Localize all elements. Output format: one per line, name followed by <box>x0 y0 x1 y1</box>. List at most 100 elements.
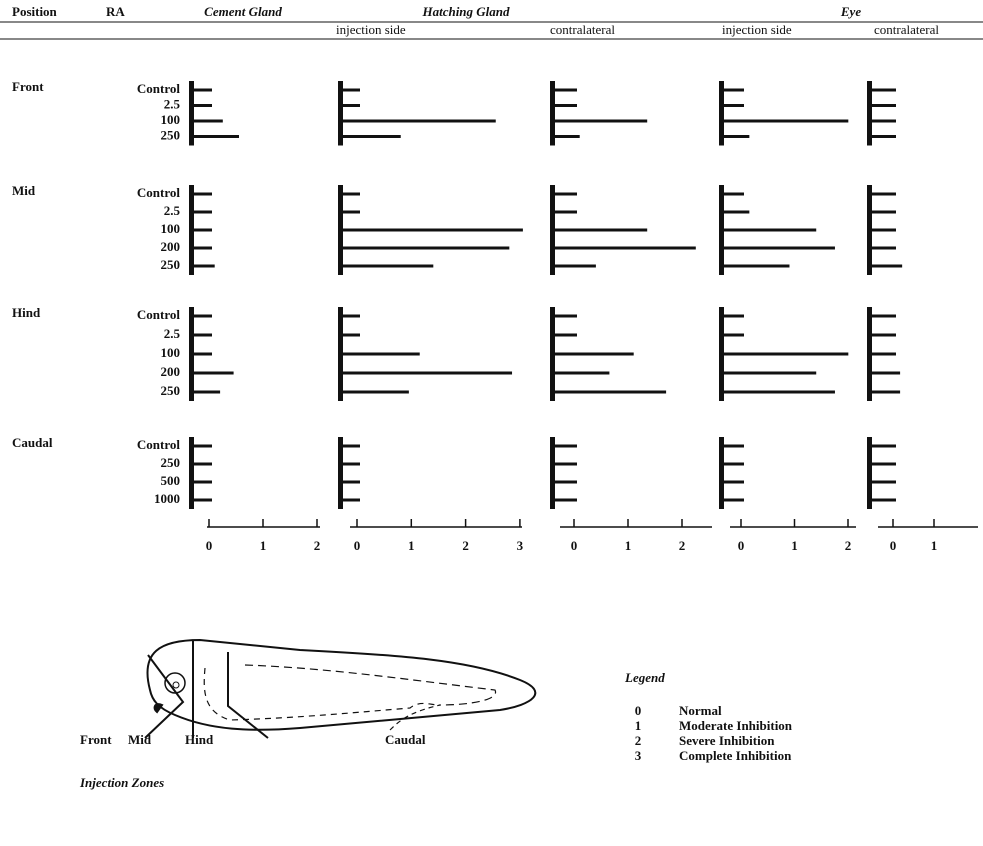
x-tick-label: 0 <box>571 538 578 553</box>
bar <box>870 120 896 123</box>
panel-title: injection side <box>336 22 406 37</box>
bar <box>553 499 577 502</box>
x-tick-label: 1 <box>791 538 798 553</box>
bar <box>870 372 900 375</box>
bar <box>192 353 212 356</box>
bar <box>553 315 577 318</box>
legend-code: 2 <box>635 733 642 748</box>
dose-label: Control <box>137 307 180 322</box>
x-tick-label: 0 <box>890 538 897 553</box>
x-tick-label: 2 <box>462 538 469 553</box>
bar <box>341 391 409 394</box>
dose-label: 250 <box>161 383 181 398</box>
bar <box>341 481 360 484</box>
panel-title: Cement Gland <box>204 4 282 19</box>
bar <box>192 89 212 92</box>
bar <box>870 499 896 502</box>
bar <box>870 445 896 448</box>
bar <box>553 229 647 232</box>
position-label: Caudal <box>12 435 53 450</box>
bar <box>870 135 896 138</box>
bar <box>722 193 744 196</box>
legend-label: Severe Inhibition <box>679 733 775 748</box>
x-tick-label: 0 <box>738 538 745 553</box>
bar <box>341 445 360 448</box>
bar <box>192 120 223 123</box>
bar <box>192 247 212 250</box>
bar <box>553 135 580 138</box>
dose-label: 200 <box>161 364 181 379</box>
bar <box>722 391 835 394</box>
bar <box>192 463 212 466</box>
bar <box>341 499 360 502</box>
legend-label: Complete Inhibition <box>679 748 792 763</box>
x-tick-label: 1 <box>931 538 938 553</box>
bar <box>870 463 896 466</box>
bar <box>553 372 609 375</box>
bar <box>870 193 896 196</box>
legend-code: 1 <box>635 718 642 733</box>
bar <box>870 211 896 214</box>
bar <box>870 229 896 232</box>
zone-label: Mid <box>128 732 152 747</box>
bar <box>722 372 816 375</box>
legend-title: Legend <box>624 670 665 685</box>
bar <box>870 353 896 356</box>
bar <box>341 353 420 356</box>
bar <box>341 334 360 337</box>
legend-label: Moderate Inhibition <box>679 718 793 733</box>
dose-label: 100 <box>161 221 181 236</box>
bar <box>722 120 848 123</box>
x-tick-label: 2 <box>314 538 321 553</box>
x-tick-label: 2 <box>845 538 852 553</box>
bar <box>341 463 360 466</box>
group-spine <box>867 437 872 509</box>
panel-title: contralateral <box>550 22 615 37</box>
x-tick-label: 1 <box>260 538 267 553</box>
bar <box>553 247 696 250</box>
bar <box>722 334 744 337</box>
bar <box>722 265 789 268</box>
bar <box>341 211 360 214</box>
bar <box>192 135 239 138</box>
position-label: Mid <box>12 183 36 198</box>
zone-label: Caudal <box>385 732 426 747</box>
dose-label: 2.5 <box>164 203 181 218</box>
dose-label: 500 <box>161 473 181 488</box>
bar <box>341 247 509 250</box>
bar <box>553 265 596 268</box>
bar <box>553 391 666 394</box>
bar <box>192 265 215 268</box>
legend-label: Normal <box>679 703 722 718</box>
bar <box>341 104 360 107</box>
bar <box>722 463 744 466</box>
group-spine <box>338 437 343 509</box>
bar <box>341 193 360 196</box>
dose-label: Control <box>137 185 180 200</box>
x-tick-label: 1 <box>625 538 632 553</box>
bar <box>192 499 212 502</box>
bar <box>192 334 212 337</box>
bar <box>192 391 220 394</box>
dose-label: 2.5 <box>164 326 181 341</box>
bar <box>341 89 360 92</box>
dose-label: 1000 <box>154 491 180 506</box>
bar <box>722 229 816 232</box>
bar <box>192 193 212 196</box>
bar <box>341 265 433 268</box>
bar <box>870 247 896 250</box>
bar <box>341 315 360 318</box>
dose-label: 250 <box>161 127 181 142</box>
bar <box>192 372 234 375</box>
bar <box>722 481 744 484</box>
bar <box>722 315 744 318</box>
x-tick-label: 1 <box>408 538 415 553</box>
column-group-title: Hatching Gland <box>421 4 510 19</box>
bar <box>870 315 896 318</box>
bar <box>192 211 212 214</box>
bar <box>722 89 744 92</box>
group-spine <box>189 437 194 509</box>
bar <box>553 334 577 337</box>
x-tick-label: 0 <box>354 538 361 553</box>
bar <box>553 353 634 356</box>
